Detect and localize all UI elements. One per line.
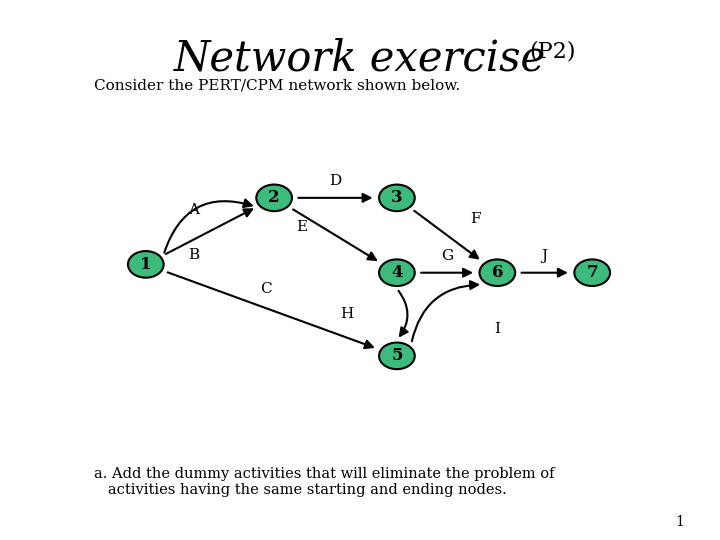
Text: 6: 6	[492, 264, 503, 281]
Text: J: J	[541, 249, 548, 263]
Circle shape	[480, 259, 516, 286]
FancyArrowPatch shape	[421, 269, 471, 276]
Text: D: D	[329, 174, 342, 188]
FancyArrowPatch shape	[399, 291, 408, 336]
Circle shape	[575, 259, 610, 286]
Text: Network exercise: Network exercise	[174, 38, 546, 80]
Text: F: F	[469, 212, 480, 226]
FancyArrowPatch shape	[521, 269, 566, 276]
FancyArrowPatch shape	[412, 281, 478, 341]
Circle shape	[379, 342, 415, 369]
Text: B: B	[188, 248, 199, 262]
Text: 1: 1	[140, 256, 151, 273]
Text: H: H	[340, 307, 354, 321]
Circle shape	[256, 185, 292, 211]
Circle shape	[379, 185, 415, 211]
Circle shape	[128, 251, 163, 278]
Text: a. Add the dummy activities that will eliminate the problem of
   activities hav: a. Add the dummy activities that will el…	[94, 467, 554, 497]
Text: A: A	[188, 204, 199, 217]
Text: 2: 2	[269, 190, 280, 206]
FancyArrowPatch shape	[166, 210, 252, 254]
FancyArrowPatch shape	[298, 194, 370, 202]
Text: C: C	[260, 282, 271, 296]
FancyArrowPatch shape	[168, 272, 373, 348]
Text: 4: 4	[391, 264, 402, 281]
FancyArrowPatch shape	[164, 200, 252, 253]
Circle shape	[379, 259, 415, 286]
Text: 5: 5	[391, 347, 402, 365]
FancyArrowPatch shape	[414, 211, 478, 258]
Text: I: I	[495, 322, 500, 336]
Text: G: G	[441, 249, 454, 263]
Text: Consider the PERT/CPM network shown below.: Consider the PERT/CPM network shown belo…	[94, 78, 460, 92]
Text: E: E	[297, 220, 307, 234]
FancyArrowPatch shape	[293, 210, 376, 260]
Text: 3: 3	[391, 190, 402, 206]
Text: (P2): (P2)	[529, 40, 576, 63]
Text: 7: 7	[586, 264, 598, 281]
Text: 1: 1	[675, 515, 684, 529]
